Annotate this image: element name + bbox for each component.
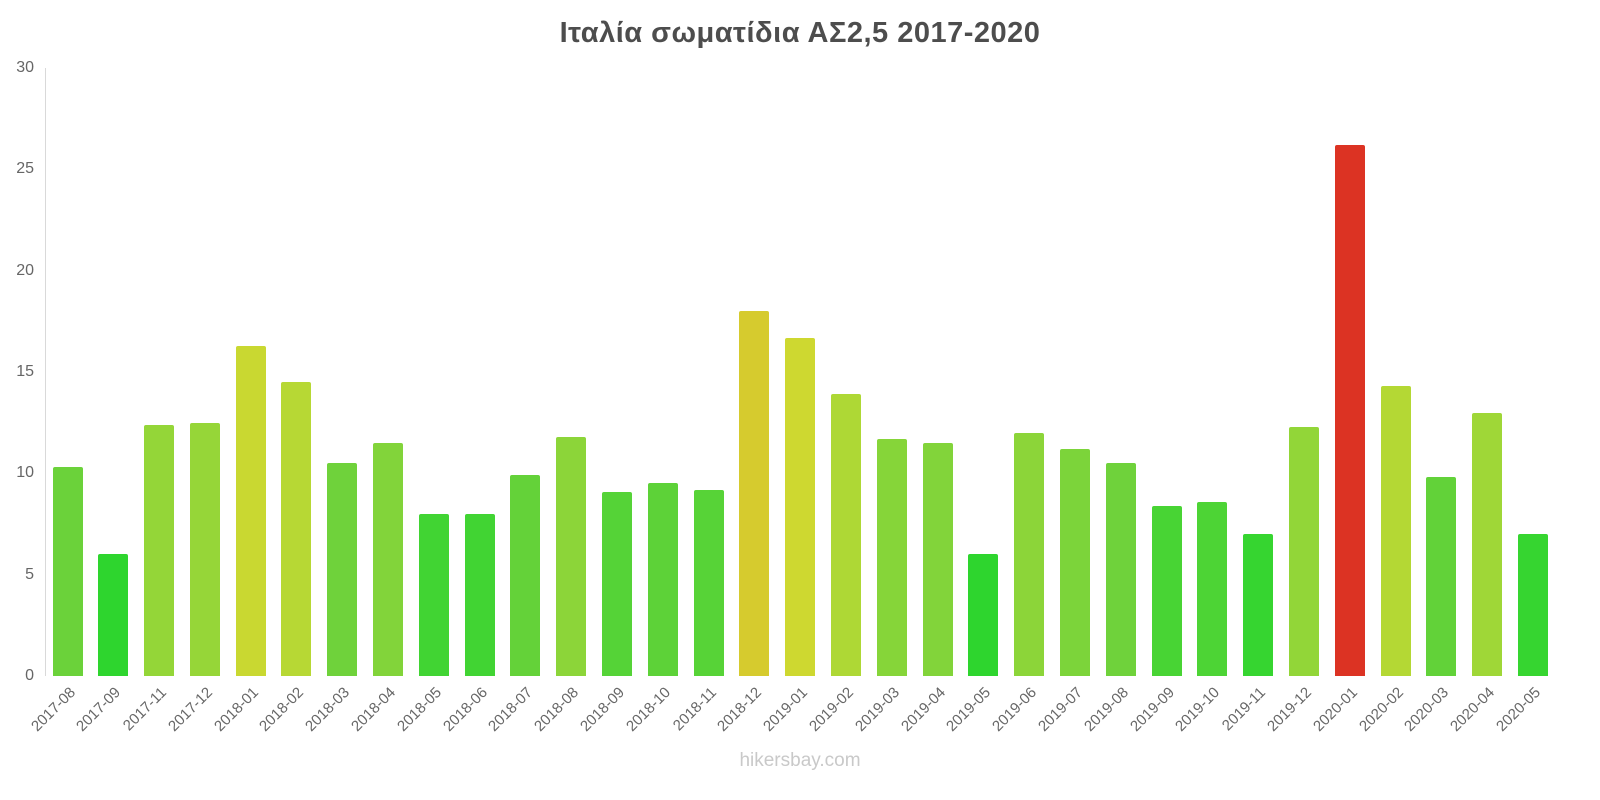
plot-area [45, 68, 1549, 676]
chart-title: Ιταλία σωματίδια ΑΣ2,5 2017-2020 [559, 17, 1041, 49]
bar-2018-08 [556, 436, 587, 676]
bar-2018-10 [647, 483, 678, 676]
bar-2019-03 [876, 438, 907, 676]
bar-2019-08 [1105, 463, 1136, 676]
bar-2019-12 [1289, 426, 1320, 676]
bar-2019-04 [922, 442, 953, 676]
bar-2018-12 [739, 311, 770, 676]
bar-2018-04 [373, 442, 404, 676]
bar-2020-04 [1472, 412, 1503, 676]
bar-2019-06 [1014, 432, 1045, 676]
footer-watermark: hikersbay.com [739, 750, 861, 771]
bar-2020-02 [1380, 386, 1411, 676]
bar-2020-03 [1426, 477, 1457, 676]
bar-2018-06 [464, 513, 495, 676]
bar-2020-01 [1334, 145, 1365, 676]
y-axis: 0 5 10 15 20 25 30 [0, 59, 34, 684]
bar-2018-01 [235, 345, 266, 676]
bar-2018-09 [602, 491, 633, 676]
bar-2019-11 [1243, 534, 1274, 676]
y-tick-15: 15 [16, 363, 34, 380]
y-tick-10: 10 [16, 464, 34, 482]
y-tick-30: 30 [16, 59, 34, 76]
bar-2017-12 [189, 422, 220, 676]
bar-2019-07 [1060, 449, 1091, 676]
bar-2018-03 [327, 463, 358, 676]
bar-2019-10 [1197, 501, 1228, 676]
bar-2017-09 [98, 554, 129, 676]
bar-2019-01 [785, 337, 816, 676]
bar-2017-08 [52, 467, 83, 676]
bar-2018-02 [281, 382, 312, 676]
y-tick-5: 5 [25, 565, 34, 583]
bar-2020-05 [1518, 534, 1548, 676]
bar-2018-11 [693, 489, 724, 676]
bar-2018-07 [510, 475, 541, 676]
y-tick-0: 0 [25, 667, 34, 684]
bar-2019-09 [1151, 505, 1182, 676]
y-tick-25: 25 [16, 160, 34, 178]
bar-2018-05 [418, 513, 449, 676]
y-tick-20: 20 [16, 261, 34, 279]
bar-2019-02 [831, 394, 862, 676]
bar-2017-11 [144, 424, 175, 676]
bar-2019-05 [968, 554, 999, 676]
